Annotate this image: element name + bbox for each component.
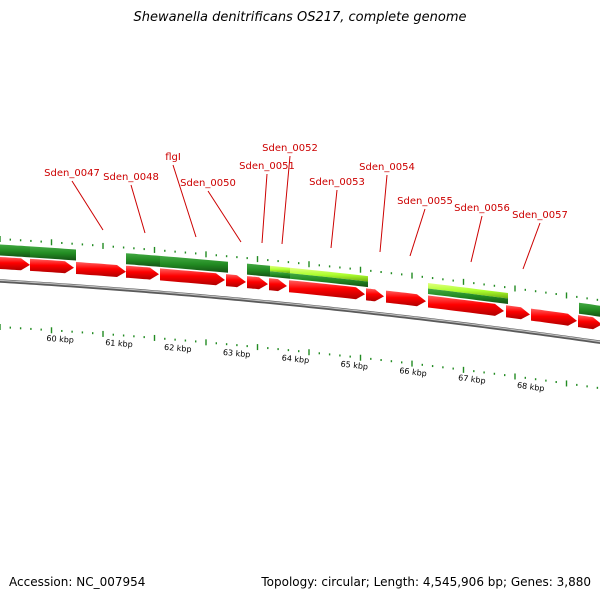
gene-label: Sden_0053	[309, 177, 365, 188]
forward-gene-arrow	[226, 274, 246, 288]
gene-label-leader	[522, 222, 541, 270]
kbp-scale-label: 61 kbp	[105, 338, 133, 349]
gene-label: Sden_0047	[44, 168, 100, 179]
reverse-gene-arrow	[0, 244, 30, 258]
reverse-gene-highlight	[428, 283, 508, 299]
inner-tick-row	[0, 324, 599, 389]
reverse-gene-arrow	[30, 246, 76, 261]
kbp-scale-label: 62 kbp	[164, 343, 192, 354]
gene-label: Sden_0052	[262, 143, 318, 154]
gene-label-leader	[71, 180, 104, 231]
reverse-gene-arrow	[290, 273, 368, 288]
kbp-scale-layer: 60 kbp 61 kbp 62 kbp 63 kbp 64 kbp 65 kbp 66 k…	[46, 334, 545, 393]
reverse-gene-arrow	[270, 271, 290, 279]
forward-gene-arrow	[0, 256, 30, 271]
gene-label-leader	[379, 174, 388, 253]
gene-label-leader	[470, 215, 483, 263]
reverse-gene-arrow	[160, 255, 228, 273]
reverse-gene-highlight	[290, 267, 368, 282]
kbp-scale-label: 66 kbp	[399, 366, 427, 378]
kbp-scale-label: 64 kbp	[281, 353, 309, 365]
gene-label: Sden_0051	[239, 161, 295, 172]
gene-label: Sden_0048	[103, 172, 159, 183]
reverse-gene-arrow	[247, 263, 270, 277]
gene-label: Sden_0050	[180, 178, 236, 189]
gene-label-leader	[207, 190, 242, 243]
forward-strand-layer	[0, 256, 600, 330]
gene-label-leader	[281, 155, 291, 245]
accession-text: Accession: NC_007954	[9, 575, 146, 589]
gene-label-leader	[409, 208, 426, 257]
gene-label-leader	[261, 173, 268, 244]
forward-gene-arrow	[366, 288, 384, 302]
gene-label: Sden_0055	[397, 196, 453, 207]
gene-label: flgI	[165, 152, 181, 163]
gene-label: Sden_0057	[512, 210, 568, 221]
reverse-strand-layer	[0, 244, 600, 317]
kbp-scale-label: 68 kbp	[516, 381, 544, 394]
kbp-scale-label: 65 kbp	[340, 360, 368, 372]
gene-label-leader	[130, 184, 146, 234]
forward-gene-arrow	[386, 290, 426, 307]
forward-gene-arrow	[269, 278, 287, 292]
forward-gene-arrow	[428, 295, 504, 316]
gene-label-layer: Sden_0047 Sden_0048 flgI Sden_0050Sden_0051…	[44, 143, 568, 270]
forward-gene-arrow	[126, 265, 159, 280]
kbp-scale-label: 67 kbp	[458, 373, 486, 385]
genome-summary-text: Topology: circular; Length: 4,545,906 bp…	[261, 575, 591, 589]
gene-label: Sden_0054	[359, 162, 415, 173]
reverse-gene-arrow	[579, 302, 600, 317]
forward-gene-arrow	[30, 258, 74, 274]
forward-gene-arrow	[578, 315, 600, 330]
forward-gene-arrow	[531, 308, 577, 326]
reverse-gene-arrow	[428, 288, 508, 304]
forward-gene-arrow	[160, 268, 225, 286]
forward-gene-arrow	[289, 280, 365, 300]
gene-label-leader	[330, 189, 338, 249]
outer-tick-row	[0, 236, 599, 301]
reverse-gene-arrow	[126, 253, 160, 267]
forward-gene-arrow	[76, 262, 126, 277]
backbone-layer	[0, 279, 600, 344]
backbone-highlight	[0, 279, 600, 343]
tick-layer	[0, 236, 599, 389]
reverse-gene-highlight	[270, 265, 290, 274]
gene-label-leader	[172, 164, 197, 238]
forward-gene-arrow	[506, 305, 530, 320]
gene-label: Sden_0056	[454, 203, 510, 214]
forward-gene-arrow	[247, 276, 268, 290]
map-title: Shewanella denitrificans OS217, complete…	[133, 10, 467, 25]
kbp-scale-label: 63 kbp	[223, 348, 251, 360]
kbp-scale-label: 60 kbp	[46, 334, 74, 345]
